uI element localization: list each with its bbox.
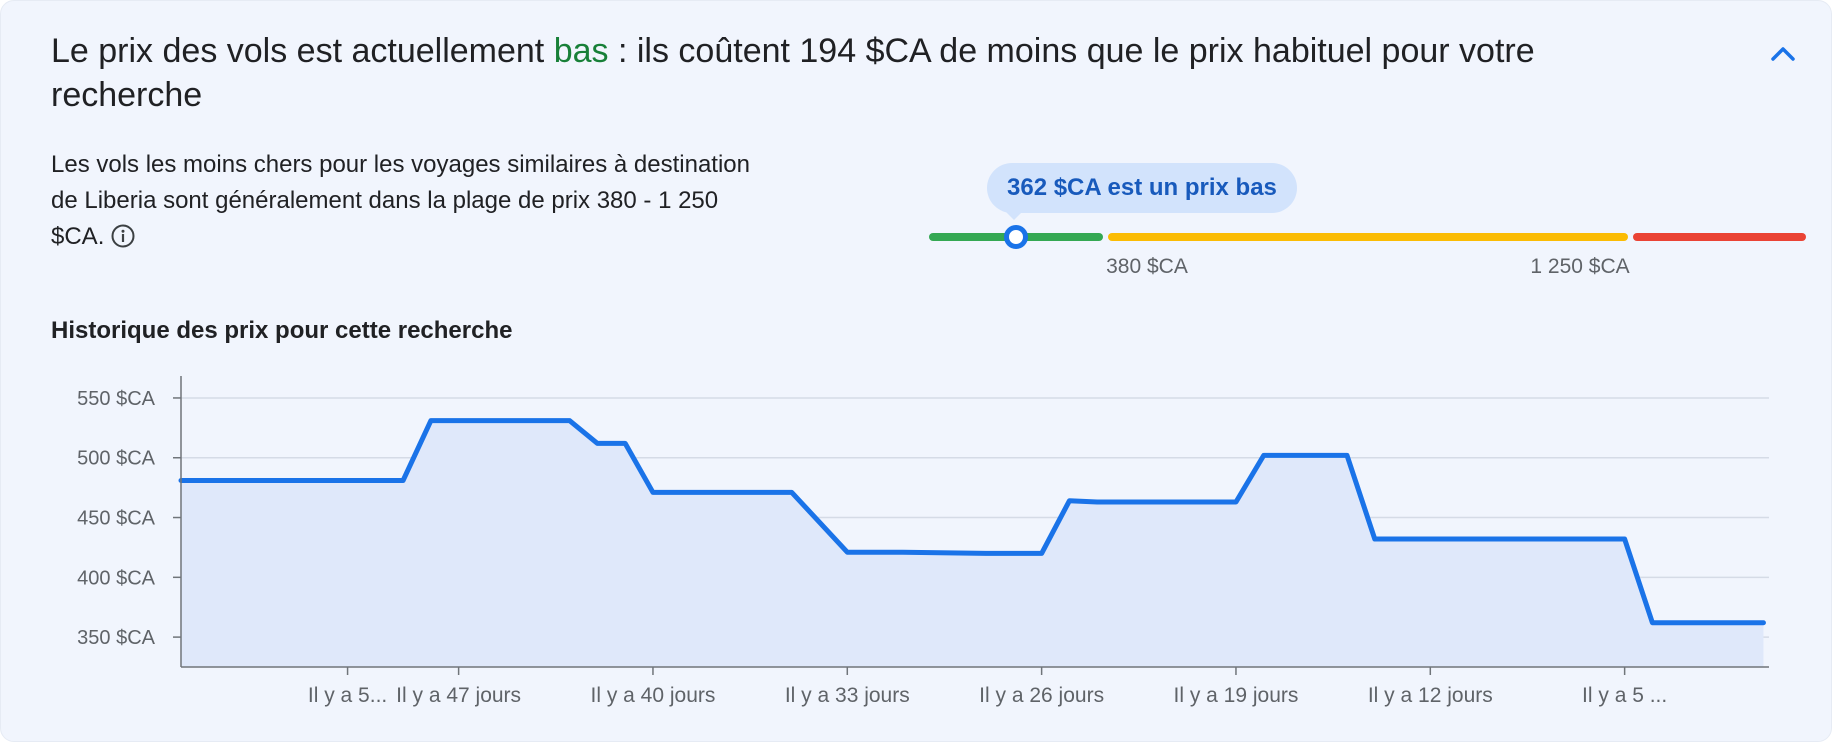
price-insight-headline: Le prix des vols est actuellement bas : …: [51, 29, 1651, 117]
chevron-up-icon: [1771, 47, 1795, 61]
y-tick-label: 550 $CA: [77, 388, 155, 410]
info-icon[interactable]: [110, 223, 136, 249]
x-tick-label: Il y a 40 jours: [591, 684, 716, 707]
x-tick-label: Il y a 47 jours: [396, 684, 521, 707]
price-history-chart: 350 $CA 400 $CA 450 $CA 500 $CA 550 $CA Il y …: [77, 376, 1769, 707]
price-area-fill: [181, 420, 1764, 667]
price-range-description: Les vols les moins chers pour les voyage…: [51, 147, 751, 255]
price-range-description-text: Les vols les moins chers pour les voyage…: [51, 151, 750, 250]
x-tick-label: Il y a 12 jours: [1368, 684, 1493, 707]
collapse-button[interactable]: [1761, 33, 1805, 77]
y-tick-label: 400 $CA: [77, 567, 155, 589]
price-line: [178, 418, 1766, 626]
x-tick-label: Il y a 5...: [308, 684, 387, 707]
typical-price-segment: [1108, 233, 1628, 241]
range-low-label: 380 $CA: [1106, 255, 1188, 278]
current-price-marker: [1004, 225, 1028, 249]
headline-text-before: Le prix des vols est actuellement: [51, 32, 554, 70]
high-price-segment: [1633, 233, 1806, 241]
price-level-highlight: bas: [553, 32, 609, 70]
x-tick-label: Il y a 5 ...: [1582, 684, 1667, 707]
y-tick-label: 350 $CA: [77, 627, 155, 649]
range-high-label: 1 250 $CA: [1530, 255, 1630, 278]
y-tick-label: 500 $CA: [77, 448, 155, 470]
headline-text-after: : ils coûtent 194 $CA de moins que le pr…: [51, 32, 1535, 114]
x-tick-label: Il y a 19 jours: [1174, 684, 1299, 707]
current-price-tooltip: 362 $CA est un prix bas: [987, 163, 1297, 213]
y-tick-label: 450 $CA: [77, 508, 155, 530]
x-tick-label: Il y a 26 jours: [979, 684, 1104, 707]
x-tick-label: Il y a 33 jours: [785, 684, 910, 707]
price-history-title: Historique des prix pour cette recherche: [51, 317, 513, 344]
tooltip-pointer: [1005, 211, 1023, 220]
